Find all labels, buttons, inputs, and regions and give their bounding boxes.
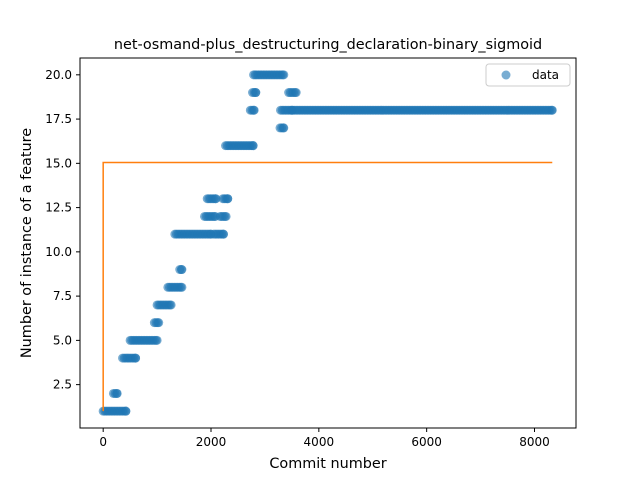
chart-title: net-osmand-plus_destructuring_declaratio…	[114, 37, 542, 53]
data-point	[248, 141, 258, 151]
data-point	[154, 318, 164, 328]
data-point	[211, 194, 221, 204]
y-tick-label: 20.0	[45, 68, 72, 82]
x-tick-label: 2000	[196, 435, 227, 449]
data-point	[121, 406, 131, 416]
x-tick-label: 0	[99, 435, 107, 449]
legend-label-data: data	[532, 68, 559, 82]
y-tick-label: 15.0	[45, 156, 72, 170]
fit-line	[102, 161, 553, 412]
y-axis-ticks: 2.5 5.0 7.5 10.0 12.5 15.0 17.5 20.0	[45, 68, 80, 392]
data-point	[547, 105, 557, 115]
data-point	[251, 88, 261, 98]
y-axis-label: Number of instance of a feature	[19, 128, 35, 358]
data-point	[166, 300, 176, 310]
x-axis-label: Commit number	[269, 456, 386, 472]
data-point	[131, 353, 141, 363]
y-tick-label: 5.0	[53, 333, 72, 347]
data-point	[152, 335, 162, 345]
data-point	[279, 123, 289, 133]
x-tick-label: 4000	[304, 435, 335, 449]
data-point	[291, 88, 301, 98]
y-tick-label: 12.5	[45, 201, 72, 215]
data-point	[218, 229, 228, 239]
data-point	[112, 388, 122, 398]
legend: data	[485, 63, 571, 87]
plot-area	[98, 70, 557, 416]
y-tick-label: 7.5	[53, 289, 72, 303]
plot-frame	[79, 57, 577, 429]
legend-box	[485, 63, 571, 87]
data-point	[249, 105, 259, 115]
x-tick-label: 6000	[411, 435, 442, 449]
y-tick-label: 17.5	[45, 112, 72, 126]
y-tick-label: 2.5	[53, 378, 72, 392]
x-tick-label: 8000	[519, 435, 550, 449]
legend-marker-data	[501, 70, 511, 80]
data-point	[177, 282, 187, 292]
data-point	[221, 211, 231, 221]
x-axis-ticks: 0 2000 4000 6000 8000	[99, 428, 550, 449]
data-point	[177, 265, 187, 275]
y-tick-label: 10.0	[45, 245, 72, 259]
data-point	[279, 70, 289, 80]
data-point	[223, 194, 233, 204]
data-marks	[98, 70, 557, 416]
